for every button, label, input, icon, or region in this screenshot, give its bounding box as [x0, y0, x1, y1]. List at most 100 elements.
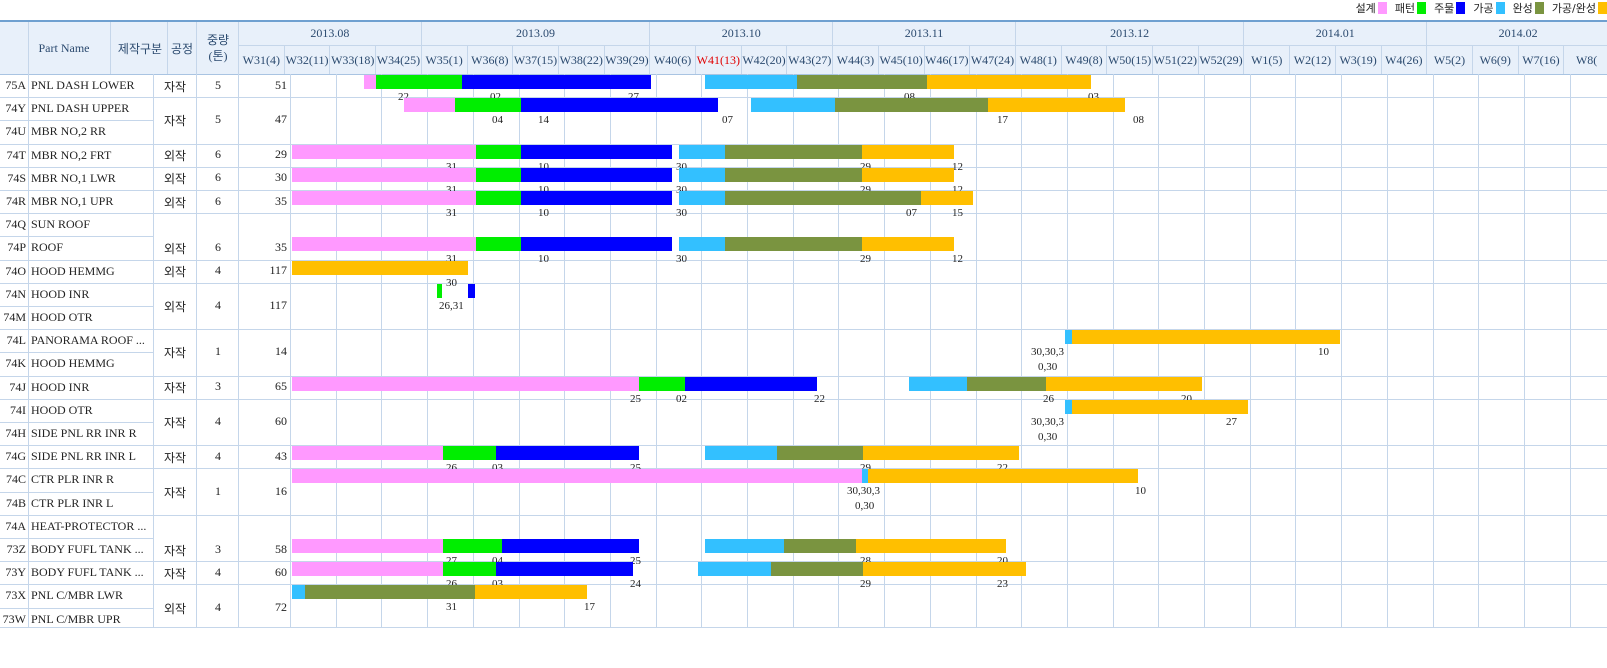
gantt-bar-finish[interactable] — [784, 539, 856, 553]
row-process[interactable]: 3 — [215, 379, 221, 394]
gantt-bar-machfin[interactable] — [868, 469, 888, 484]
part-code[interactable]: 74A — [5, 518, 26, 533]
row-weight[interactable]: 65 — [275, 379, 287, 394]
part-name[interactable]: BODY FUFL TANK ... — [31, 542, 144, 556]
part-code[interactable]: 74G — [5, 449, 26, 464]
week-header[interactable]: W3(19) — [1334, 46, 1381, 74]
gantt-bar-machfin[interactable] — [1072, 330, 1340, 345]
part-code[interactable]: 74Y — [5, 101, 26, 116]
week-header[interactable]: W43(27) — [786, 46, 832, 74]
part-name[interactable]: PANORAMA ROOF ... — [31, 333, 145, 348]
row-type[interactable]: 자작 — [163, 543, 187, 558]
row-process[interactable]: 5 — [215, 77, 221, 92]
part-code[interactable]: 74L — [6, 333, 26, 348]
row-process[interactable]: 6 — [215, 240, 221, 254]
row-type[interactable]: 외작 — [163, 149, 187, 164]
gantt-bar-design[interactable] — [292, 167, 476, 182]
row-process[interactable]: 1 — [215, 344, 221, 359]
week-header[interactable]: W36(8) — [466, 46, 513, 74]
week-header[interactable]: W47(24) — [969, 46, 1015, 74]
gantt-bar-machfin[interactable] — [1072, 399, 1248, 414]
gantt-bar-machining[interactable] — [909, 376, 967, 391]
row-process[interactable]: 4 — [215, 298, 221, 312]
row-weight[interactable]: 51 — [275, 77, 287, 92]
gantt-bar-finish[interactable] — [967, 376, 1046, 391]
gantt-bar-machfin[interactable] — [921, 191, 973, 205]
row-weight[interactable]: 43 — [275, 448, 287, 463]
gantt-bar-machining[interactable] — [705, 539, 784, 553]
part-name[interactable]: CTR PLR INR L — [31, 495, 114, 510]
gantt-bar-machfin[interactable] — [927, 75, 1091, 89]
gantt-bar-machining[interactable] — [679, 237, 725, 252]
gantt-bar-casting[interactable] — [462, 75, 651, 89]
gantt-bar-pattern[interactable] — [437, 283, 442, 298]
gantt-bar-finish[interactable] — [835, 98, 988, 113]
row-process[interactable]: 4 — [215, 448, 221, 463]
gantt-bar-casting[interactable] — [521, 237, 672, 252]
week-header[interactable]: W39(29) — [603, 46, 650, 74]
gantt-bar-design[interactable] — [292, 191, 476, 205]
part-name[interactable]: HEAT-PROTECTOR ... — [31, 518, 147, 533]
gantt-bar-design[interactable] — [364, 75, 376, 89]
week-header[interactable]: W35(1) — [420, 46, 467, 74]
row-type[interactable]: 자작 — [163, 416, 187, 430]
row-weight[interactable]: 16 — [275, 483, 287, 498]
row-type[interactable]: 외작 — [163, 265, 187, 280]
gantt-bar-design[interactable] — [292, 469, 843, 484]
gantt-bar-machining[interactable] — [292, 585, 305, 600]
row-type[interactable]: 외작 — [163, 300, 187, 314]
row-weight[interactable]: 72 — [275, 599, 287, 614]
gantt-bar-design[interactable] — [292, 144, 476, 159]
month-header[interactable]: 2013.12 — [1014, 22, 1244, 46]
part-code[interactable]: 74R — [5, 194, 26, 208]
week-header[interactable]: W5(2) — [1426, 46, 1472, 74]
gantt-bar-machfin[interactable] — [988, 98, 1125, 113]
part-code[interactable]: 74P — [7, 240, 26, 255]
row-weight[interactable]: 60 — [275, 414, 287, 428]
part-code[interactable]: 74K — [5, 356, 26, 371]
week-header[interactable]: W44(3) — [832, 46, 878, 74]
part-name[interactable]: MBR NO,2 FRT — [31, 147, 112, 162]
month-header[interactable]: 2013.10 — [649, 22, 833, 46]
part-code[interactable]: 74M — [3, 310, 26, 324]
gantt-bar-machining[interactable] — [1065, 399, 1072, 414]
row-weight[interactable]: 30 — [275, 170, 287, 185]
row-weight[interactable]: 47 — [275, 112, 287, 127]
part-name[interactable]: HOOD INR — [31, 286, 90, 301]
part-name[interactable]: SIDE PNL RR INR L — [31, 449, 136, 464]
part-name[interactable]: ROOF — [31, 240, 64, 255]
row-type[interactable]: 외작 — [163, 242, 187, 256]
row-process[interactable]: 6 — [215, 147, 221, 162]
row-process[interactable]: 3 — [215, 541, 221, 556]
row-weight[interactable]: 58 — [275, 541, 287, 556]
row-type[interactable]: 외작 — [163, 172, 187, 187]
week-header[interactable]: W50(15) — [1106, 46, 1152, 74]
header-type[interactable]: 제작구분 — [117, 41, 163, 56]
gantt-bar-finish[interactable] — [725, 237, 862, 252]
gantt-bar-casting[interactable] — [502, 539, 639, 553]
week-header[interactable]: W49(8) — [1060, 46, 1107, 74]
gantt-bar-casting[interactable] — [521, 191, 672, 205]
gantt-bar-casting[interactable] — [521, 167, 672, 182]
gantt-bar-pattern[interactable] — [476, 167, 521, 182]
row-type[interactable]: 자작 — [163, 450, 187, 465]
gantt-bar-machining[interactable] — [862, 469, 868, 484]
part-code[interactable]: 74T — [6, 147, 26, 162]
gantt-bar-casting[interactable] — [468, 283, 475, 298]
row-type[interactable]: 자작 — [163, 485, 187, 500]
gantt-bar-casting[interactable] — [496, 562, 633, 577]
gantt-bar-pattern[interactable] — [476, 237, 521, 252]
part-name[interactable]: HOOD INR — [31, 379, 90, 394]
part-code[interactable]: 74N — [5, 286, 26, 301]
gantt-bar-design[interactable] — [292, 237, 476, 252]
week-header[interactable]: W40(6) — [649, 46, 695, 74]
row-weight[interactable]: 60 — [275, 564, 287, 579]
row-type[interactable]: 자작 — [163, 79, 187, 94]
part-name[interactable]: MBR NO,1 UPR — [31, 194, 114, 208]
gantt-bar-machfin[interactable] — [292, 260, 468, 275]
week-header[interactable]: W4(26) — [1380, 46, 1427, 74]
part-name[interactable]: PNL DASH UPPER — [31, 101, 130, 116]
header-process[interactable]: 공정 — [170, 41, 194, 56]
gantt-bar-machfin[interactable] — [863, 562, 1026, 577]
week-header[interactable]: W31(4) — [238, 46, 284, 74]
